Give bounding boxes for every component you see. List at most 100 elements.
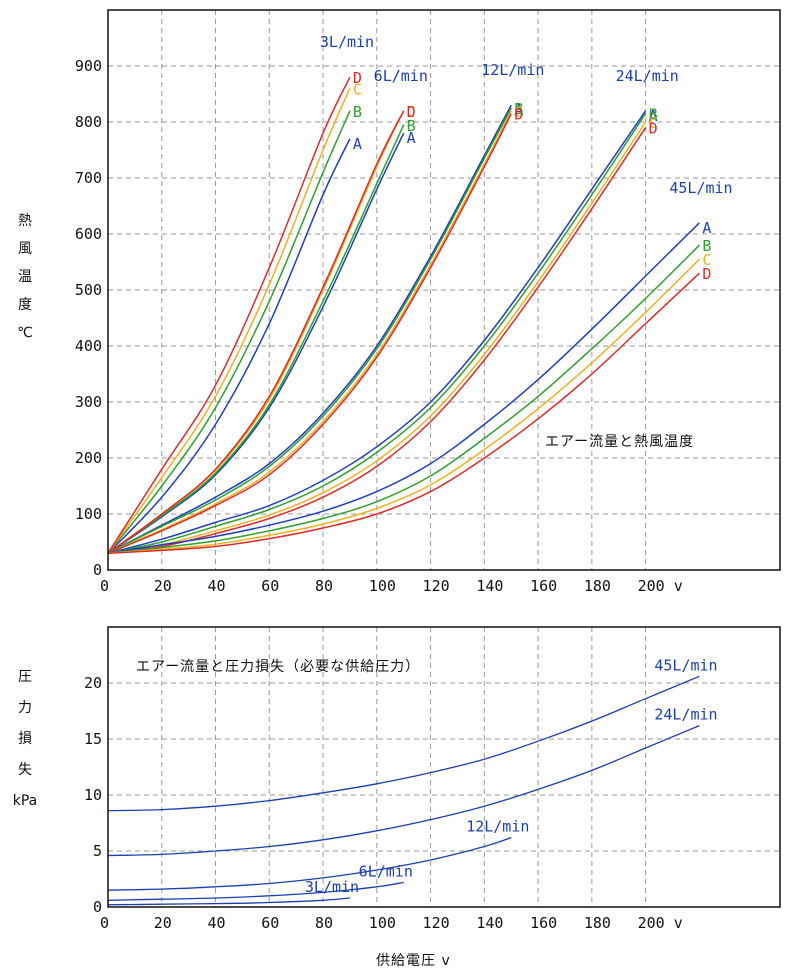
y-tick-label: 700 xyxy=(75,169,102,187)
x-tick-label: 100 xyxy=(369,577,396,595)
series-line-12lmin-a xyxy=(107,104,512,554)
series-end-label: D xyxy=(407,103,416,121)
series-line-45lmin-c xyxy=(107,258,700,554)
series-end-label: C xyxy=(514,103,523,121)
pressure-series-label: 24L/min xyxy=(654,706,717,724)
temperature-y-axis-label: 熱風温度 ℃ xyxy=(17,213,33,341)
y-axis-label-char: 失 xyxy=(18,762,32,778)
x-tick-label: 200 v xyxy=(638,914,683,932)
y-tick-label: 900 xyxy=(75,57,102,75)
pressure-chart-title: エアー流量と圧力損失（必要な供給圧力） xyxy=(136,659,420,675)
pressure-line-24lmin xyxy=(107,724,700,857)
x-tick-label: 0 xyxy=(100,577,109,595)
series-line-45lmin-a xyxy=(107,222,700,554)
y-axis-label-char: 損 xyxy=(18,731,32,747)
flow-group-label: 6L/min xyxy=(374,67,428,85)
series-line-3lmin-c xyxy=(107,88,351,554)
pressure-series-label: 45L/min xyxy=(654,656,717,674)
series-end-label: C xyxy=(353,80,362,98)
x-tick-label: 160 xyxy=(530,577,557,595)
series-line-6lmin-a xyxy=(107,132,405,554)
series-end-label: C xyxy=(407,103,416,121)
y-axis-label-char: 度 xyxy=(18,297,32,313)
y-axis-label-char: 風 xyxy=(18,241,32,257)
series-end-label: B xyxy=(649,106,658,124)
series-line-12lmin-d xyxy=(107,113,512,554)
x-tick-label: 140 xyxy=(476,914,503,932)
series-line-6lmin-d xyxy=(107,110,405,554)
y-axis-label-char: 熱 xyxy=(18,213,32,229)
x-tick-label: 100 xyxy=(369,914,396,932)
y-axis-label-char: 圧 xyxy=(18,669,32,685)
y-tick-label: 0 xyxy=(93,561,102,579)
temperature-chart-title: エアー流量と熱風温度 xyxy=(545,434,694,450)
series-line-12lmin-c xyxy=(107,110,512,554)
flow-group-label: 12L/min xyxy=(481,61,544,79)
series-end-label: B xyxy=(702,237,711,255)
series-end-label: A xyxy=(514,101,523,119)
x-tick-label: 160 xyxy=(530,914,557,932)
series-line-45lmin-b xyxy=(107,244,700,554)
temperature-chart: ABCD3L/minABCD6L/minABCD12L/minABCD24L/m… xyxy=(17,9,781,595)
pressure-series-label: 12L/min xyxy=(466,818,529,836)
pressure-y-axis-label: 圧力損失 kPa xyxy=(13,669,38,809)
flow-group-label: 45L/min xyxy=(669,179,732,197)
x-tick-label: 20 xyxy=(154,577,172,595)
y-axis-label-char: 温 xyxy=(18,269,32,285)
x-tick-label: 40 xyxy=(208,914,226,932)
x-tick-label: 40 xyxy=(208,577,226,595)
pressure-line-6lmin xyxy=(107,881,404,901)
series-line-24lmin-a xyxy=(107,110,647,554)
x-tick-label: 120 xyxy=(423,577,450,595)
series-end-label: C xyxy=(702,251,711,269)
series-end-label: D xyxy=(353,69,362,87)
temperature-grid xyxy=(108,10,780,570)
y-tick-label: 0 xyxy=(93,898,102,916)
y-axis-label-char: 力 xyxy=(18,700,32,716)
series-end-label: B xyxy=(514,100,523,118)
series-line-24lmin-c xyxy=(107,121,647,554)
x-tick-label: 200 v xyxy=(638,577,683,595)
temperature-lines xyxy=(107,76,700,554)
series-end-label: D xyxy=(514,106,523,124)
x-tick-label: 0 xyxy=(100,914,109,932)
series-line-24lmin-d xyxy=(107,127,647,554)
series-line-6lmin-c xyxy=(107,110,405,554)
y-tick-label: 5 xyxy=(93,842,102,860)
y-axis-label-char: ℃ xyxy=(17,325,33,341)
y-tick-label: 15 xyxy=(84,730,102,748)
series-end-label: A xyxy=(649,107,658,125)
pressure-line-3lmin xyxy=(107,897,350,906)
series-end-label: B xyxy=(407,117,416,135)
series-line-6lmin-b xyxy=(107,124,405,554)
pressure-ticks: 0 20 40 60 80 100 120 140 160 180 200 v 0 5 10 15 20 xyxy=(84,674,683,932)
x-tick-label: 180 xyxy=(584,914,611,932)
x-tick-label: 120 xyxy=(423,914,450,932)
y-tick-label: 600 xyxy=(75,225,102,243)
flow-group-label: 24L/min xyxy=(616,67,679,85)
y-tick-label: 20 xyxy=(84,674,102,692)
x-tick-label: 140 xyxy=(476,577,503,595)
series-line-24lmin-b xyxy=(107,113,647,554)
x-tick-label: 80 xyxy=(315,914,333,932)
y-tick-label: 300 xyxy=(75,393,102,411)
pressure-series-label: 3L/min xyxy=(305,878,359,896)
series-end-label: D xyxy=(702,265,711,283)
series-line-3lmin-b xyxy=(107,110,351,554)
pressure-line-12lmin xyxy=(107,836,512,891)
pressure-line-45lmin xyxy=(107,675,700,812)
series-line-3lmin-d xyxy=(107,76,351,554)
temperature-ticks: 0 20 40 60 80 100 120 140 160 180 200 v 0 100 200 300 4… xyxy=(75,57,683,595)
series-line-12lmin-b xyxy=(107,107,512,554)
pressure-plot-frame xyxy=(107,626,781,908)
temperature-series-labels: ABCD3L/minABCD6L/minABCD12L/minABCD24L/m… xyxy=(320,33,733,283)
series-end-label: D xyxy=(649,120,658,138)
flow-group-label: 3L/min xyxy=(320,33,374,51)
temperature-plot-frame xyxy=(107,9,781,571)
x-tick-label: 180 xyxy=(584,577,611,595)
series-line-3lmin-a xyxy=(107,138,351,554)
series-end-label: B xyxy=(353,103,362,121)
